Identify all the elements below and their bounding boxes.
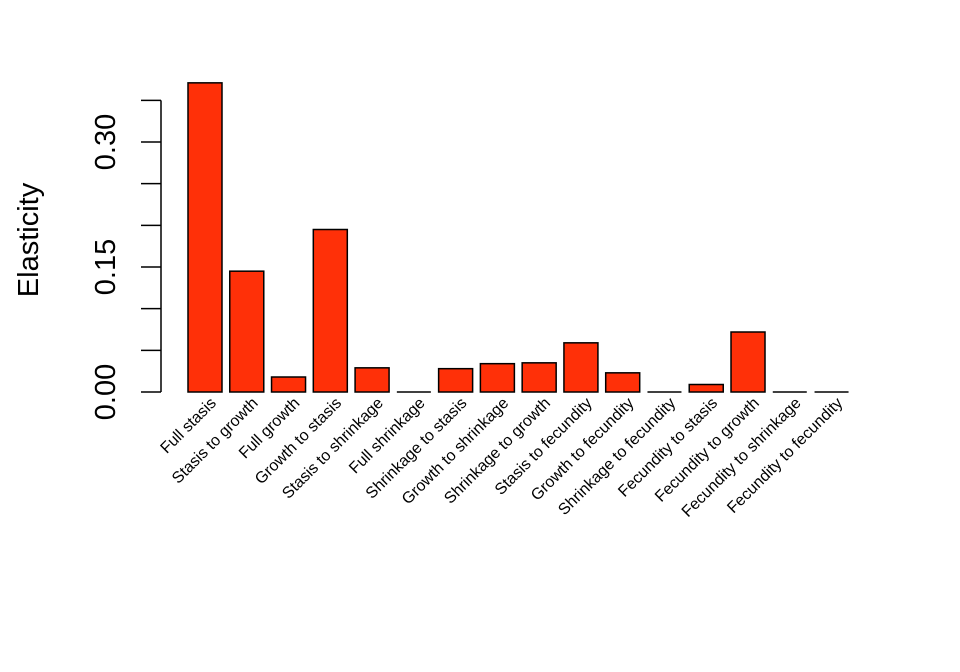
bar-stasis-to-shrinkage: [354, 367, 390, 393]
bar-growth-to-fecundity: [604, 372, 641, 393]
bar-growth-to-shrinkage: [479, 362, 516, 393]
bar-stasis-to-fecundity: [563, 342, 599, 393]
bar-full-growth: [270, 376, 307, 393]
bar-fecundity-to-stasis: [688, 383, 724, 393]
y-tick-label: 0.15: [90, 239, 122, 295]
bar-shrinkage-to-growth: [521, 362, 557, 393]
bar-fecundity-to-growth: [730, 331, 766, 393]
bar-growth-to-stasis: [312, 228, 349, 393]
y-axis-label: Elasticity: [13, 182, 45, 297]
bars-group: [187, 82, 849, 393]
y-tick-label: 0.00: [90, 364, 122, 420]
bar-shrinkage-to-stasis: [437, 367, 474, 393]
bar-full-stasis: [187, 82, 223, 393]
y-axis: 0.00 0.15 0.30: [90, 99, 162, 420]
y-tick-label: 0.30: [90, 114, 122, 170]
bar-stasis-to-growth: [229, 270, 265, 393]
